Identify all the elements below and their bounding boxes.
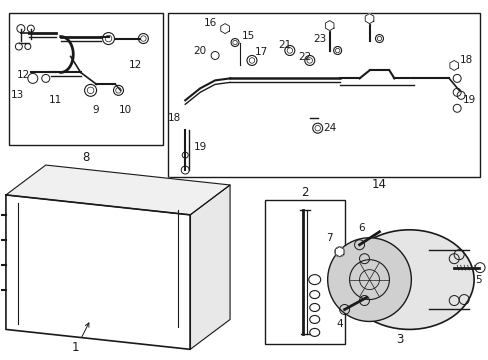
Polygon shape [325, 21, 333, 31]
Text: 9: 9 [92, 105, 99, 115]
Text: 15: 15 [241, 31, 254, 41]
Text: 19: 19 [462, 95, 475, 105]
Bar [168, 13, 479, 177]
Text: 17: 17 [255, 48, 268, 58]
Text: 12: 12 [17, 71, 30, 80]
Polygon shape [449, 60, 458, 71]
Circle shape [327, 238, 410, 321]
Text: 3: 3 [395, 333, 402, 346]
Text: 18: 18 [459, 55, 472, 66]
Text: 8: 8 [82, 150, 89, 163]
Bar [264, 200, 344, 345]
Text: 5: 5 [474, 275, 480, 285]
Text: 18: 18 [167, 113, 181, 123]
Text: 14: 14 [371, 179, 386, 192]
Polygon shape [220, 24, 229, 33]
Polygon shape [335, 247, 343, 257]
Text: 21: 21 [278, 40, 291, 50]
Polygon shape [6, 165, 229, 215]
Text: 13: 13 [11, 90, 24, 100]
Text: 12: 12 [128, 60, 142, 71]
Text: 19: 19 [193, 142, 206, 152]
Text: 16: 16 [203, 18, 216, 28]
Text: 2: 2 [301, 186, 308, 199]
Bar [9, 13, 163, 145]
Text: 22: 22 [298, 53, 311, 63]
Text: 11: 11 [49, 95, 62, 105]
Text: 4: 4 [336, 319, 342, 329]
Polygon shape [365, 14, 373, 24]
Text: 7: 7 [325, 233, 332, 243]
Ellipse shape [344, 230, 473, 329]
Text: 20: 20 [193, 45, 206, 55]
Text: 6: 6 [358, 223, 364, 233]
Text: 1: 1 [72, 341, 79, 354]
Text: 10: 10 [119, 105, 132, 115]
Text: 23: 23 [312, 33, 325, 44]
Text: 24: 24 [323, 123, 336, 133]
Polygon shape [190, 185, 229, 349]
